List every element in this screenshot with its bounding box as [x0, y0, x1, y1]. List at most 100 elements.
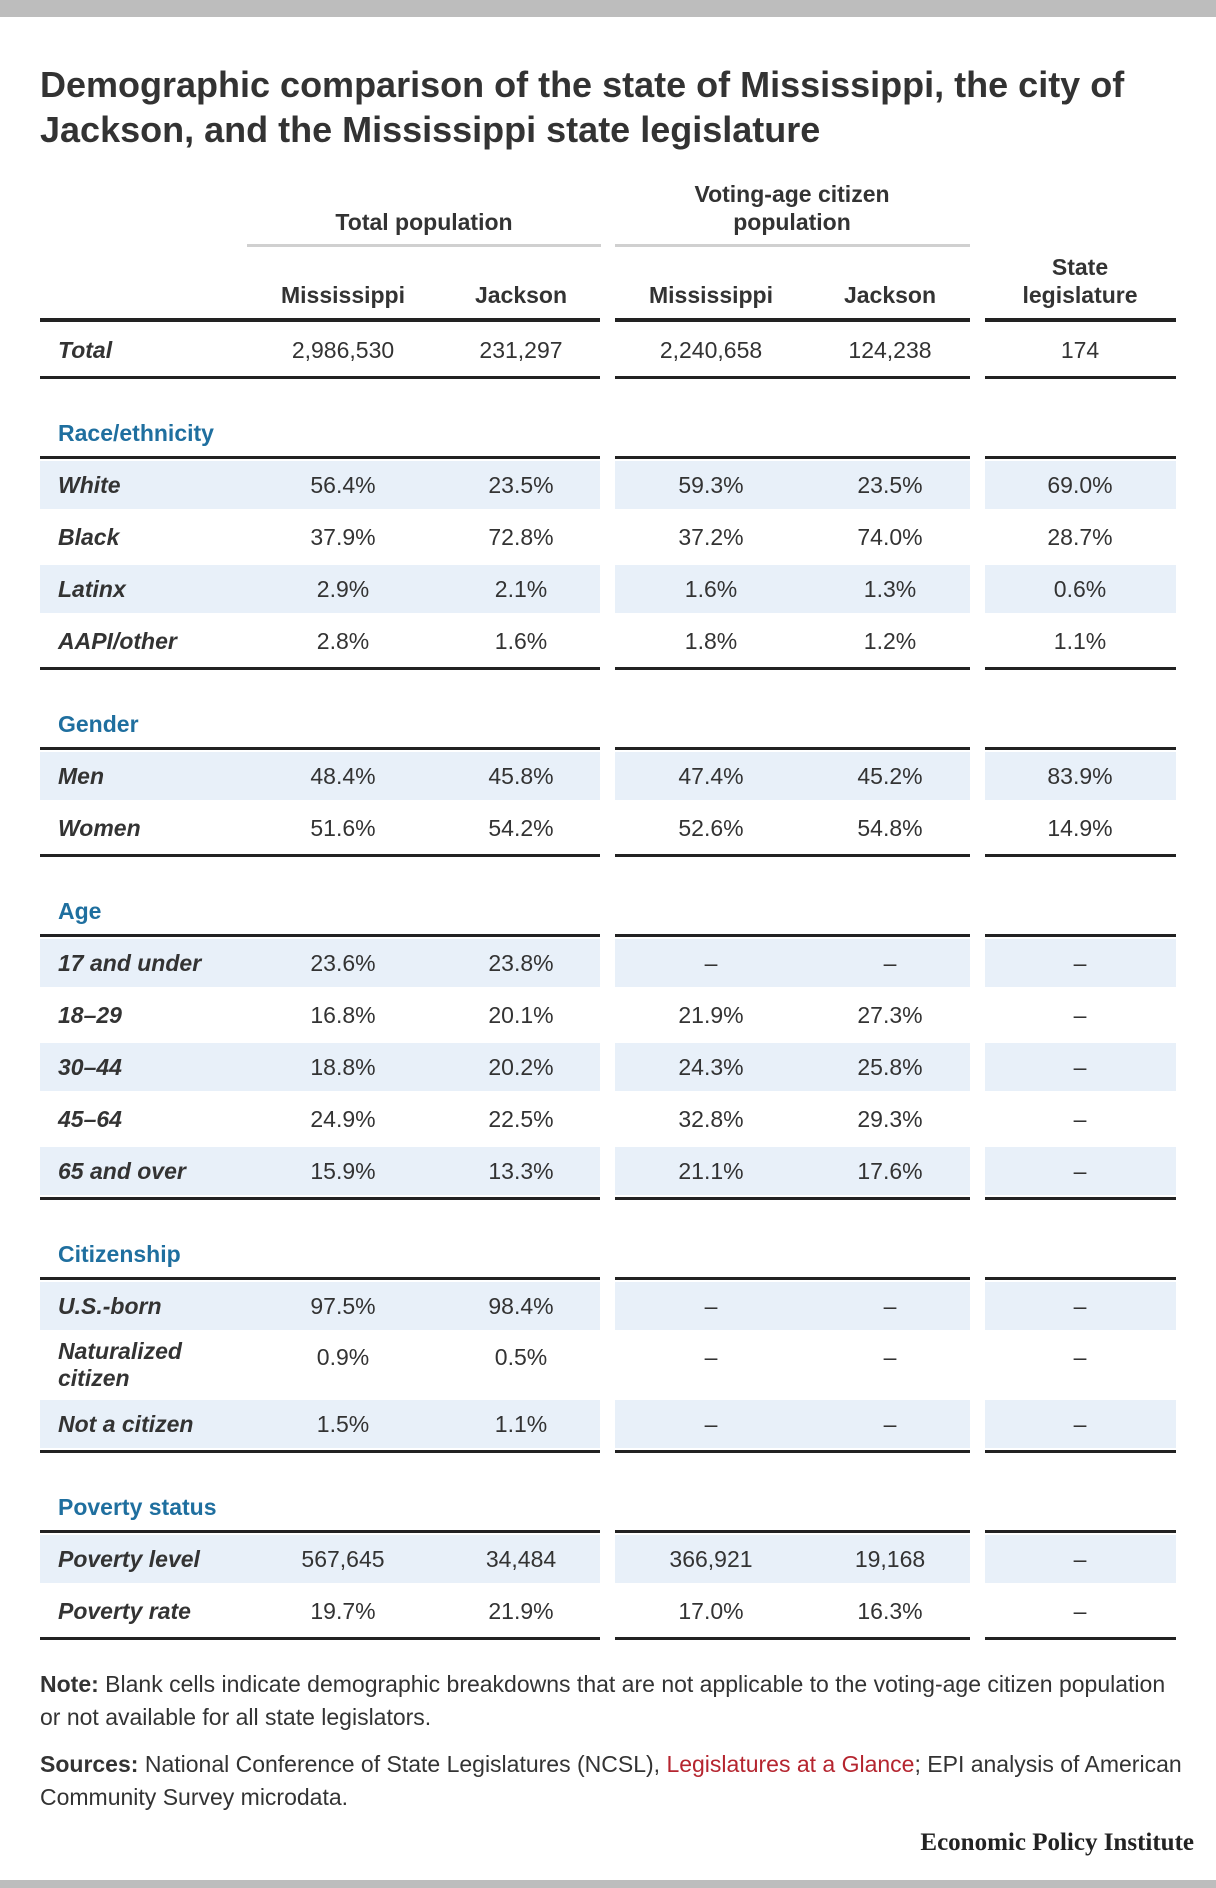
section-rule-1: [615, 1277, 970, 1280]
table-cell: –: [883, 949, 897, 976]
section-end-rule-1: [615, 1450, 970, 1453]
row-band: [615, 1282, 970, 1330]
row-band: [615, 752, 970, 800]
section-rule-2: [985, 934, 1176, 937]
section-end-rule-0: [40, 1450, 600, 1453]
row-band: [40, 1400, 600, 1448]
table-cell: 2.9%: [316, 575, 370, 602]
table-cell: 25.8%: [857, 1053, 923, 1080]
table-cell: 21.9%: [488, 1597, 554, 1624]
table-cell: 24.9%: [310, 1105, 376, 1132]
table-cell: 21.1%: [678, 1157, 744, 1184]
row-band: [40, 1282, 600, 1330]
table-cell: 32.8%: [678, 1105, 744, 1132]
sources-link[interactable]: Legislatures at a Glance: [666, 1751, 915, 1777]
page-title: Demographic comparison of the state of M…: [40, 64, 1125, 150]
table-cell: 23.5%: [857, 471, 923, 498]
table-cell: 27.3%: [857, 1001, 923, 1028]
table-cell: 52.6%: [678, 814, 744, 841]
table-cell: 18.8%: [310, 1053, 376, 1080]
table-cell: 23.8%: [488, 949, 554, 976]
row-label: Poverty rate: [58, 1597, 191, 1624]
row-band: [615, 1400, 970, 1448]
section-end-rule-2: [985, 667, 1176, 670]
table-cell: 24.3%: [678, 1053, 744, 1080]
row-band: [40, 939, 600, 987]
section-end-rule-1: [615, 1197, 970, 1200]
table-cell: 174: [1060, 336, 1100, 363]
table-cell: 1.6%: [684, 575, 738, 602]
table-cell: –: [704, 949, 718, 976]
table-cell: 1.1%: [494, 1410, 548, 1437]
table-cell: 28.7%: [1047, 523, 1113, 550]
section-end-rule-2: [985, 1637, 1176, 1640]
table-cell: 45.2%: [857, 762, 923, 789]
column-header: Jackson: [843, 282, 937, 308]
sources-label: Sources:: [40, 1751, 139, 1777]
section-rule-1: [615, 934, 970, 937]
row-label: Women: [58, 814, 141, 841]
table-cell: 23.6%: [310, 949, 376, 976]
section-end-rule-0: [40, 1637, 600, 1640]
table-cell: –: [704, 1343, 718, 1370]
row-band: [615, 939, 970, 987]
row-label: 45–64: [58, 1105, 122, 1132]
section-end-rule-0: [40, 667, 600, 670]
table-cell: 83.9%: [1047, 762, 1113, 789]
section-end-rule-1: [615, 1637, 970, 1640]
table-cell: 16.8%: [310, 1001, 376, 1028]
section-end-rule-1: [615, 854, 970, 857]
group-header-rule-1: [615, 244, 970, 247]
table-cell: 72.8%: [488, 523, 554, 550]
row-label: 17 and under: [58, 949, 202, 976]
row-band: [615, 461, 970, 509]
row-band: [985, 1400, 1176, 1448]
group-header-total-population: Total population: [335, 209, 513, 235]
table-cell: –: [1073, 1410, 1087, 1437]
table-cell: 0.9%: [316, 1343, 370, 1370]
table-cell: –: [1073, 1053, 1087, 1080]
row-label: Total: [58, 336, 113, 363]
row-label: AAPI/other: [58, 627, 177, 654]
header-rule-0: [40, 318, 600, 322]
row-label: U.S.-born: [58, 1292, 162, 1319]
column-header: Jackson: [474, 282, 568, 308]
row-label: Black: [58, 523, 120, 550]
section-rule-2: [985, 456, 1176, 459]
row-band: [40, 1147, 600, 1195]
section-title: Race/ethnicity: [58, 419, 214, 446]
table-cell: –: [704, 1410, 718, 1437]
table-cell: 2,986,530: [291, 336, 395, 363]
section-rule-0: [40, 1530, 600, 1533]
section-end-rule-2: [985, 1450, 1176, 1453]
section-rule-0: [40, 934, 600, 937]
note: Note: Blank cells indicate demographic b…: [40, 1668, 1190, 1734]
top-border: [0, 0, 1216, 17]
column-header: Mississippi: [281, 282, 405, 308]
section-rule-0: [40, 1277, 600, 1280]
table-cell: 59.3%: [678, 471, 744, 498]
table-cell: 98.4%: [488, 1292, 554, 1319]
row-band: [40, 1043, 600, 1091]
row-band: [40, 1535, 600, 1583]
table-cell: 124,238: [848, 336, 932, 363]
table-cell: –: [1073, 1292, 1087, 1319]
column-header: Mississippi: [649, 282, 773, 308]
table-cell: 2,240,658: [659, 336, 763, 363]
table-cell: 45.8%: [488, 762, 554, 789]
bottom-border: [0, 1880, 1216, 1888]
row-band: [615, 565, 970, 613]
row-band: [985, 1147, 1176, 1195]
row-band: [615, 1535, 970, 1583]
table-cell: 1.3%: [863, 575, 917, 602]
row-band: [985, 565, 1176, 613]
note-label: Note:: [40, 1671, 99, 1697]
total-rule-1: [615, 376, 970, 379]
section-rule-1: [615, 1530, 970, 1533]
table-cell: 16.3%: [857, 1597, 923, 1624]
table-cell: 0.5%: [494, 1343, 548, 1370]
group-header-voting-age: Voting-age citizen population: [694, 181, 890, 235]
table-cell: –: [1073, 1597, 1087, 1624]
table-cell: 97.5%: [310, 1292, 376, 1319]
